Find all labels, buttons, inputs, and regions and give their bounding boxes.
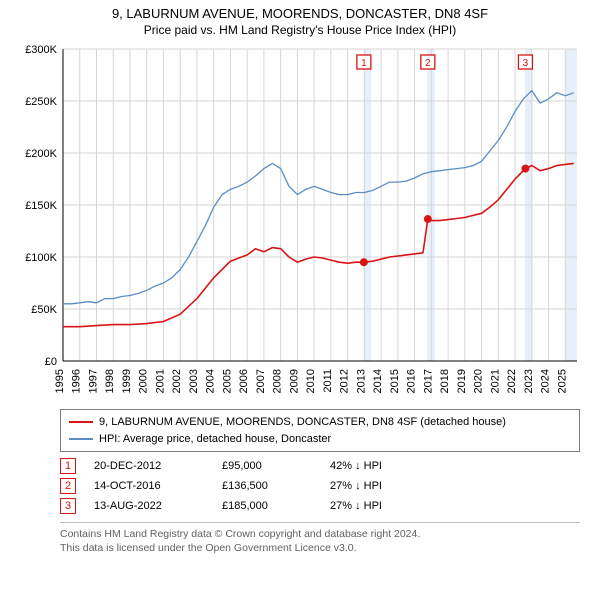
svg-text:£0: £0 [45,356,57,368]
sale-price: £136,500 [222,480,312,492]
chart-title: 9, LABURNUM AVENUE, MOORENDS, DONCASTER,… [0,0,600,21]
sale-delta: 27% ↓ HPI [330,500,430,512]
sale-marker: 3 [60,498,76,514]
chart-svg: £0 £50K £100K £150K £200K £250K £300K 1995 1996 1… [15,41,585,401]
svg-text:2021: 2021 [489,369,501,393]
chart-subtitle: Price paid vs. HM Land Registry's House … [0,21,600,41]
svg-text:2007: 2007 [255,369,267,393]
sale-marker: 2 [60,478,76,494]
svg-text:2017: 2017 [422,369,434,393]
svg-text:2013: 2013 [355,369,367,393]
svg-text:2006: 2006 [238,369,250,393]
svg-text:£50K: £50K [31,304,57,316]
svg-text:2000: 2000 [138,369,150,393]
svg-text:2018: 2018 [439,369,451,393]
sale-price: £185,000 [222,500,312,512]
svg-text:2014: 2014 [372,369,384,393]
svg-text:3: 3 [523,58,529,69]
svg-text:£100K: £100K [25,252,57,264]
svg-text:2005: 2005 [221,369,233,393]
svg-text:2009: 2009 [288,369,300,393]
svg-text:2016: 2016 [406,369,418,393]
svg-text:2020: 2020 [473,369,485,393]
svg-text:2004: 2004 [205,369,217,393]
svg-text:1997: 1997 [87,369,99,393]
legend: 9, LABURNUM AVENUE, MOORENDS, DONCASTER,… [60,409,580,452]
sale-price: £95,000 [222,460,312,472]
legend-row: HPI: Average price, detached house, Donc… [69,431,571,448]
svg-text:2011: 2011 [322,369,334,393]
svg-text:£200K: £200K [25,148,57,160]
sale-date: 13-AUG-2022 [94,500,204,512]
legend-swatch [69,438,93,440]
sale-date: 14-OCT-2016 [94,480,204,492]
legend-swatch [69,421,93,423]
svg-text:1998: 1998 [104,369,116,393]
legend-row: 9, LABURNUM AVENUE, MOORENDS, DONCASTER,… [69,414,571,431]
svg-text:2019: 2019 [456,369,468,393]
svg-text:1999: 1999 [121,369,133,393]
svg-text:£300K: £300K [25,44,57,56]
svg-text:2002: 2002 [171,369,183,393]
svg-text:2024: 2024 [540,369,552,393]
svg-text:2010: 2010 [305,369,317,393]
svg-text:2: 2 [425,58,431,69]
sale-delta: 27% ↓ HPI [330,480,430,492]
svg-text:2012: 2012 [339,369,351,393]
svg-text:1995: 1995 [54,369,66,393]
legend-label: HPI: Average price, detached house, Donc… [99,431,331,448]
legend-label: 9, LABURNUM AVENUE, MOORENDS, DONCASTER,… [99,414,506,431]
svg-text:2022: 2022 [506,369,518,393]
svg-text:2008: 2008 [272,369,284,393]
chart-area: £0 £50K £100K £150K £200K £250K £300K 1995 1996 1… [15,41,585,401]
svg-text:2015: 2015 [389,369,401,393]
svg-text:1996: 1996 [71,369,83,393]
svg-text:2001: 2001 [154,369,166,393]
footer-line-2: This data is licensed under the Open Gov… [60,541,580,555]
sales-table: 1 20-DEC-2012 £95,000 42% ↓ HPI 2 14-OCT-2016… [60,456,580,516]
svg-text:1: 1 [361,58,367,69]
sale-row: 2 14-OCT-2016 £136,500 27% ↓ HPI [60,476,580,496]
sale-row: 1 20-DEC-2012 £95,000 42% ↓ HPI [60,456,580,476]
svg-text:2003: 2003 [188,369,200,393]
sale-row: 3 13-AUG-2022 £185,000 27% ↓ HPI [60,496,580,516]
svg-text:£150K: £150K [25,200,57,212]
footer-line-1: Contains HM Land Registry data © Crown c… [60,527,580,541]
sale-marker: 1 [60,458,76,474]
svg-text:£250K: £250K [25,96,57,108]
sale-date: 20-DEC-2012 [94,460,204,472]
footer: Contains HM Land Registry data © Crown c… [60,522,580,555]
sale-delta: 42% ↓ HPI [330,460,430,472]
svg-text:2023: 2023 [523,369,535,393]
svg-text:2025: 2025 [556,369,568,393]
